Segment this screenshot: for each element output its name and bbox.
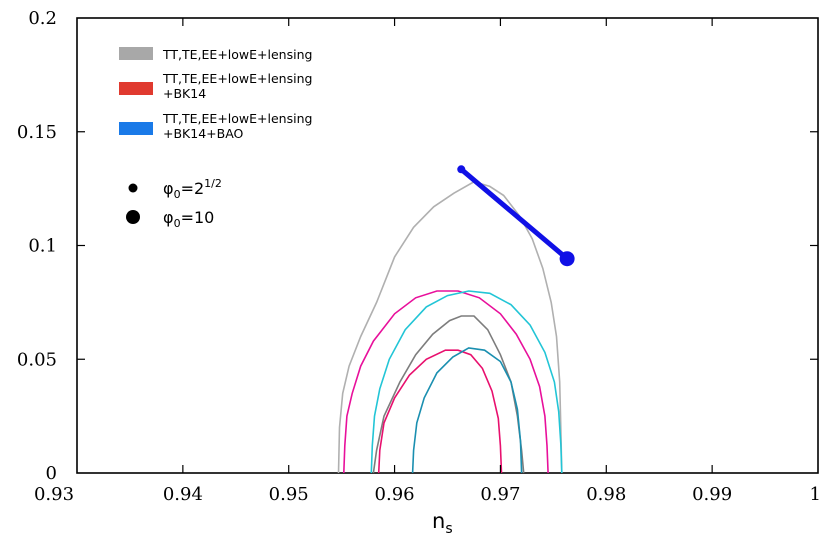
marker-legend: φ0=21/2 φ0=10 [126, 177, 222, 230]
legend-swatch [119, 47, 153, 60]
tick-layer: 0.93 0.94 0.95 0.96 0.97 0.98 0.99 1 0 0.05 0.1 0.1… [17, 8, 821, 505]
x-tick-label: 0.94 [163, 484, 203, 505]
x-axis-label-main: n [432, 509, 445, 533]
contour-5 [411, 347, 523, 474]
marker-legend-label: φ0=21/2 [163, 177, 222, 201]
y-tick-label: 0.1 [28, 236, 57, 257]
contour-3 [377, 349, 503, 474]
y-tick-label: 0.05 [17, 349, 57, 370]
contour-4 [370, 290, 563, 474]
legend-label: TT,TE,EE+lowE+lensing [162, 111, 312, 126]
x-axis-label-subscript: s [445, 521, 452, 537]
contour-2 [343, 290, 549, 474]
x-tick-label: 0.99 [692, 484, 732, 505]
y-tick-label: 0.15 [17, 122, 57, 143]
legend-label: TT,TE,EE+lowE+lensing [162, 47, 312, 62]
prediction-start-point [457, 165, 466, 174]
legend-label-line2: +BK14 [163, 86, 206, 101]
y-tick-label: 0 [46, 463, 57, 484]
legend-swatch [119, 82, 153, 95]
x-tick-label: 0.97 [480, 484, 520, 505]
marker-legend-symbol [126, 210, 140, 224]
y-tick-label: 0.2 [28, 8, 57, 29]
x-tick-label: 0.95 [269, 484, 309, 505]
prediction-layer [457, 165, 575, 267]
x-tick-label: 0.98 [586, 484, 626, 505]
x-tick-label: 1 [810, 484, 821, 505]
x-tick-label: 0.96 [375, 484, 415, 505]
x-axis-label: ns [432, 509, 453, 537]
legend-label: TT,TE,EE+lowE+lensing [162, 71, 312, 86]
contour-1 [372, 315, 525, 474]
legend-swatch [119, 122, 153, 135]
prediction-end-point [559, 251, 575, 267]
x-tick-label: 0.93 [34, 484, 74, 505]
legend-label-line2: +BK14+BAO [163, 126, 244, 141]
legend: TT,TE,EE+lowE+lensing TT,TE,EE+lowE+lensi… [119, 47, 312, 141]
prediction-line [458, 166, 570, 262]
marker-legend-label: φ0=10 [163, 208, 214, 230]
marker-legend-symbol [128, 183, 138, 193]
